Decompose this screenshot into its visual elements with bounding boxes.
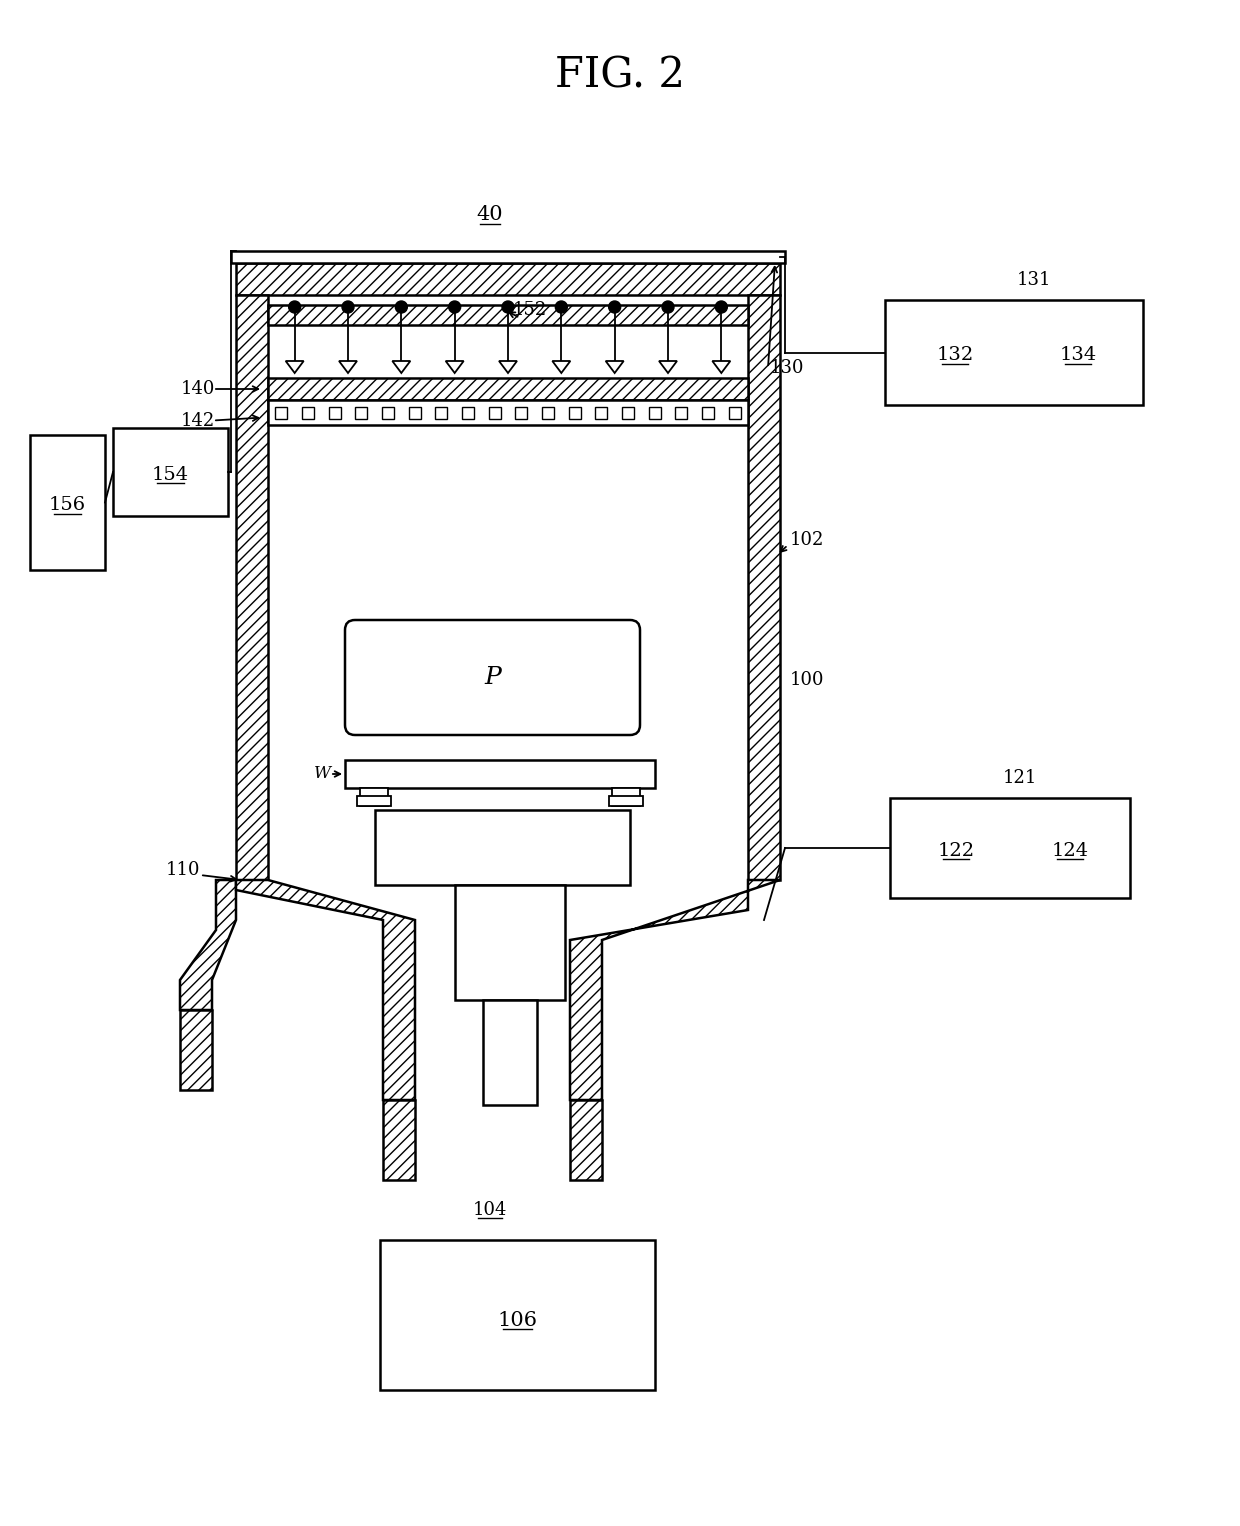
Text: 156: 156 (48, 496, 86, 514)
Text: 102: 102 (790, 531, 825, 549)
Text: 121: 121 (1003, 769, 1037, 787)
Polygon shape (605, 362, 624, 372)
Bar (885, 301, 1143, 404)
Text: 131: 131 (1017, 272, 1052, 288)
Bar (275, 406, 288, 418)
Text: 140: 140 (181, 380, 215, 398)
Polygon shape (658, 362, 677, 372)
Bar (729, 406, 740, 418)
Bar (236, 295, 268, 881)
Bar (900, 807, 1012, 888)
Circle shape (662, 301, 675, 313)
Bar (595, 406, 608, 418)
Bar (484, 1000, 537, 1105)
Bar (356, 406, 367, 418)
Circle shape (556, 301, 568, 313)
Polygon shape (236, 881, 415, 1100)
Circle shape (609, 301, 621, 313)
Polygon shape (712, 362, 730, 372)
Bar (516, 406, 527, 418)
Bar (329, 406, 341, 418)
Bar (542, 406, 554, 418)
Circle shape (715, 301, 728, 313)
Bar (345, 760, 655, 787)
Bar (382, 406, 394, 418)
Bar (268, 305, 748, 325)
Bar (268, 400, 748, 426)
Text: 130: 130 (770, 359, 805, 377)
Bar (455, 885, 565, 1000)
Circle shape (449, 301, 461, 313)
Bar (236, 262, 780, 295)
FancyBboxPatch shape (345, 620, 640, 736)
Bar (180, 1010, 212, 1090)
Text: W: W (314, 766, 331, 783)
Bar (30, 435, 105, 571)
Circle shape (342, 301, 353, 313)
Text: 142: 142 (181, 412, 215, 429)
Bar (569, 406, 580, 418)
Text: 124: 124 (1052, 842, 1089, 861)
Text: 132: 132 (936, 346, 973, 365)
Bar (357, 797, 391, 806)
Bar (609, 797, 644, 806)
Polygon shape (570, 881, 780, 1100)
Bar (374, 810, 630, 885)
Circle shape (289, 301, 300, 313)
Bar (895, 310, 1016, 395)
Text: P: P (484, 665, 501, 690)
Text: 110: 110 (165, 861, 200, 879)
Circle shape (396, 301, 407, 313)
Bar (1023, 310, 1133, 395)
Bar (622, 406, 634, 418)
Bar (570, 1100, 601, 1180)
Bar (231, 250, 785, 262)
Bar (360, 787, 388, 806)
Text: 104: 104 (472, 1201, 507, 1219)
Bar (676, 406, 687, 418)
Text: 154: 154 (153, 465, 188, 484)
Text: FIG. 2: FIG. 2 (556, 53, 684, 96)
Polygon shape (445, 362, 464, 372)
Text: 106: 106 (497, 1311, 537, 1329)
Text: 100: 100 (790, 671, 825, 690)
Text: 134: 134 (1059, 346, 1096, 365)
Bar (303, 406, 314, 418)
Bar (113, 427, 228, 516)
Text: 152: 152 (513, 301, 547, 319)
Bar (268, 378, 748, 400)
Bar (1021, 807, 1120, 888)
Bar (649, 406, 661, 418)
Polygon shape (339, 362, 357, 372)
Polygon shape (180, 881, 236, 1010)
Bar (435, 406, 448, 418)
Polygon shape (552, 362, 570, 372)
Bar (702, 406, 714, 418)
Bar (748, 295, 780, 881)
Text: 122: 122 (937, 842, 975, 861)
Bar (379, 1241, 655, 1390)
Polygon shape (392, 362, 410, 372)
Bar (383, 1100, 415, 1180)
Polygon shape (498, 362, 517, 372)
Polygon shape (285, 362, 304, 372)
Bar (463, 406, 474, 418)
Bar (613, 787, 640, 806)
Bar (409, 406, 420, 418)
Text: 40: 40 (476, 206, 503, 224)
Circle shape (502, 301, 515, 313)
Bar (489, 406, 501, 418)
Bar (890, 798, 1130, 897)
